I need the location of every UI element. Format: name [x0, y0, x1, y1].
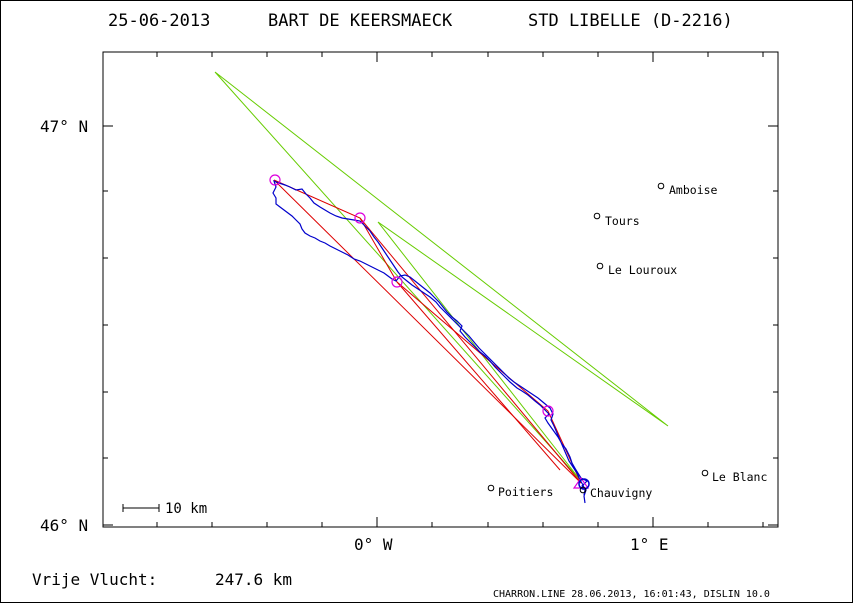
city-label-amboise: Amboise	[669, 183, 718, 197]
city-label-poitiers: Poitiers	[498, 485, 553, 499]
scale-bar-label: 10 km	[165, 501, 207, 517]
city-marker-le-louroux	[596, 262, 604, 270]
plot-frame	[102, 51, 779, 528]
task-lines	[273, 179, 582, 484]
lat-label-bottom: 46° N	[40, 516, 88, 535]
city-label-le-blanc: Le Blanc	[712, 470, 767, 484]
city-marker-le-blanc	[701, 469, 709, 477]
scale-bar	[122, 504, 160, 512]
turnpoint-2	[391, 276, 403, 288]
city-marker-amboise	[657, 182, 665, 190]
city-markers	[487, 182, 709, 494]
credit-line: CHARRON.LINE 28.06.2013, 16:01:43, DISLI…	[493, 589, 770, 600]
city-label-tours: Tours	[605, 214, 640, 228]
title-pilot: BART DE KEERSMAECK	[268, 11, 453, 31]
city-marker-poitiers	[487, 484, 495, 492]
distance-label: Vrije Vlucht:	[32, 570, 157, 589]
turnpoint-start	[269, 174, 281, 186]
sector-lines	[214, 71, 669, 482]
turnpoints	[269, 174, 590, 489]
landing-circle	[578, 478, 590, 490]
city-labels: Amboise Tours Le Louroux Le Blanc Poitie…	[498, 183, 767, 500]
city-marker-chauvigny	[579, 486, 587, 494]
lon-label-left: 0° W	[354, 535, 393, 554]
title-glider: STD LIBELLE (D-2216)	[528, 11, 733, 31]
city-label-le-louroux: Le Louroux	[608, 263, 677, 277]
lon-ticks	[156, 52, 764, 527]
lat-label-top: 47° N	[40, 117, 88, 136]
lat-ticks	[103, 125, 778, 526]
flight-track	[272, 179, 589, 504]
distance-value: 247.6 km	[215, 570, 292, 589]
turnpoint-3	[542, 405, 554, 417]
city-label-chauvigny: Chauvigny	[590, 486, 652, 500]
turnpoint-1	[354, 212, 366, 224]
city-marker-tours	[593, 212, 601, 220]
lon-label-right: 1° E	[630, 535, 669, 554]
title-date: 25-06-2013	[108, 11, 210, 31]
